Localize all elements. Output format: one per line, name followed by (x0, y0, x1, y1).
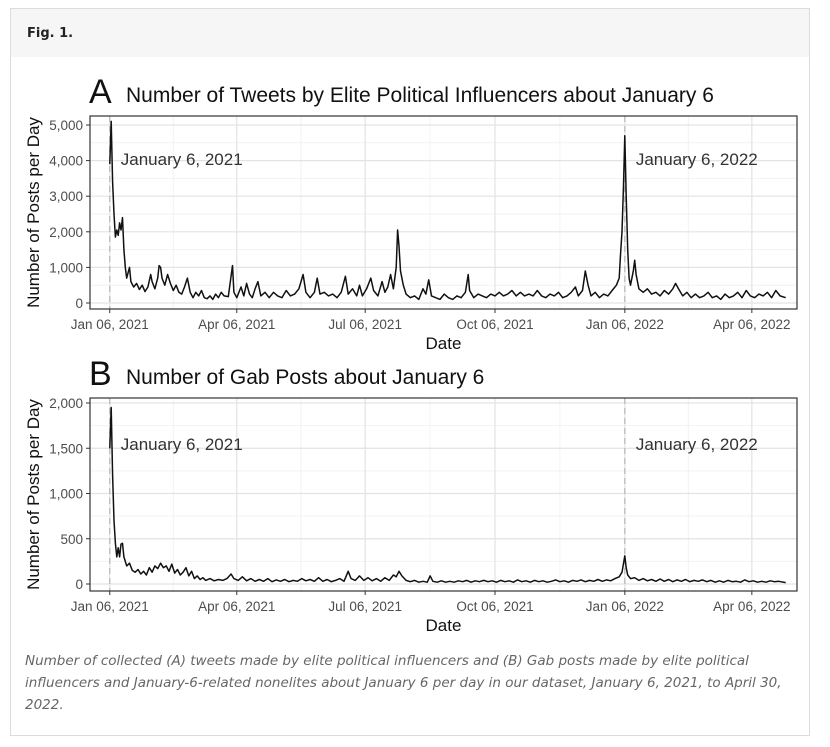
panel-a-y-axis-label: Number of Posts per Day (24, 117, 43, 308)
panel-a-x-tick-label: Jan 06, 2022 (586, 317, 664, 332)
panel-a-y-tick-label: 1,000 (49, 260, 83, 275)
panel-a-title: Number of Tweets by Elite Political Infl… (126, 84, 714, 107)
panel-a-annotation-label: January 6, 2021 (121, 150, 243, 169)
panel-b-y-tick-label: 2,000 (49, 396, 83, 411)
panel-b-annotation-label: January 6, 2022 (636, 435, 758, 454)
panel-b-x-tick-label: Apr 06, 2021 (198, 599, 275, 614)
panel-a-x-tick-label: Jan 06, 2021 (71, 317, 149, 332)
panel-a-y-tick-label: 5,000 (49, 118, 83, 133)
panel-b-x-axis-label: Date (426, 616, 462, 635)
panel-b-series-line (109, 406, 786, 584)
figure-header: Fig. 1. (11, 9, 809, 57)
panel-a-x-axis-label: Date (426, 334, 462, 353)
panel-b-y-tick-label: 1,000 (49, 487, 83, 502)
panel-b-y-tick-label: 0 (75, 577, 83, 592)
panel-a-x-tick-label: Apr 06, 2022 (713, 317, 790, 332)
charts-svg: A Number of Tweets by Elite Political Inf… (24, 73, 798, 635)
panel-a-y-tick-label: 3,000 (49, 189, 83, 204)
figure-card: Fig. 1. A Number of Tweets by Elite Polit… (10, 8, 810, 736)
panel-b-y-tick-label: 500 (60, 532, 83, 547)
panel-a-letter: A (89, 73, 112, 111)
panel-a-y-tick-label: 0 (75, 296, 83, 311)
panel-b-x-tick-label: Jan 06, 2021 (71, 599, 149, 614)
panel-a-border (89, 115, 798, 310)
panel-b-x-tick-label: Jul 06, 2021 (328, 599, 402, 614)
panel-a-x-tick-label: Oct 06, 2021 (456, 317, 533, 332)
panel-a-x-tick-label: Apr 06, 2021 (198, 317, 275, 332)
panel-b-x-tick-label: Oct 06, 2021 (456, 599, 533, 614)
panel-b-annotation-label: January 6, 2021 (121, 435, 243, 454)
panel-b-plot-area (90, 398, 797, 591)
panel-b-y-tick-label: 1,500 (49, 441, 83, 456)
panel-a-plot-area (90, 116, 797, 309)
panel-a-annotation-label: January 6, 2022 (636, 150, 758, 169)
panel-b-title: Number of Gab Posts about January 6 (126, 366, 484, 389)
panel-b-y-axis-label: Number of Posts per Day (24, 399, 43, 590)
panel-b-letter: B (89, 355, 112, 393)
panel-a-y-tick-label: 2,000 (49, 225, 83, 240)
panel-b-x-tick-label: Jan 06, 2022 (586, 599, 664, 614)
panel-a-x-tick-label: Jul 06, 2021 (328, 317, 402, 332)
panel-b-x-tick-label: Apr 06, 2022 (713, 599, 790, 614)
figure-caption: Number of collected (A) tweets made by e… (25, 653, 782, 713)
figure-label: Fig. 1. (27, 26, 74, 41)
panel-a-series-line (109, 120, 786, 301)
panel-a-y-tick-label: 4,000 (49, 154, 83, 169)
panel-b-border (89, 397, 798, 592)
